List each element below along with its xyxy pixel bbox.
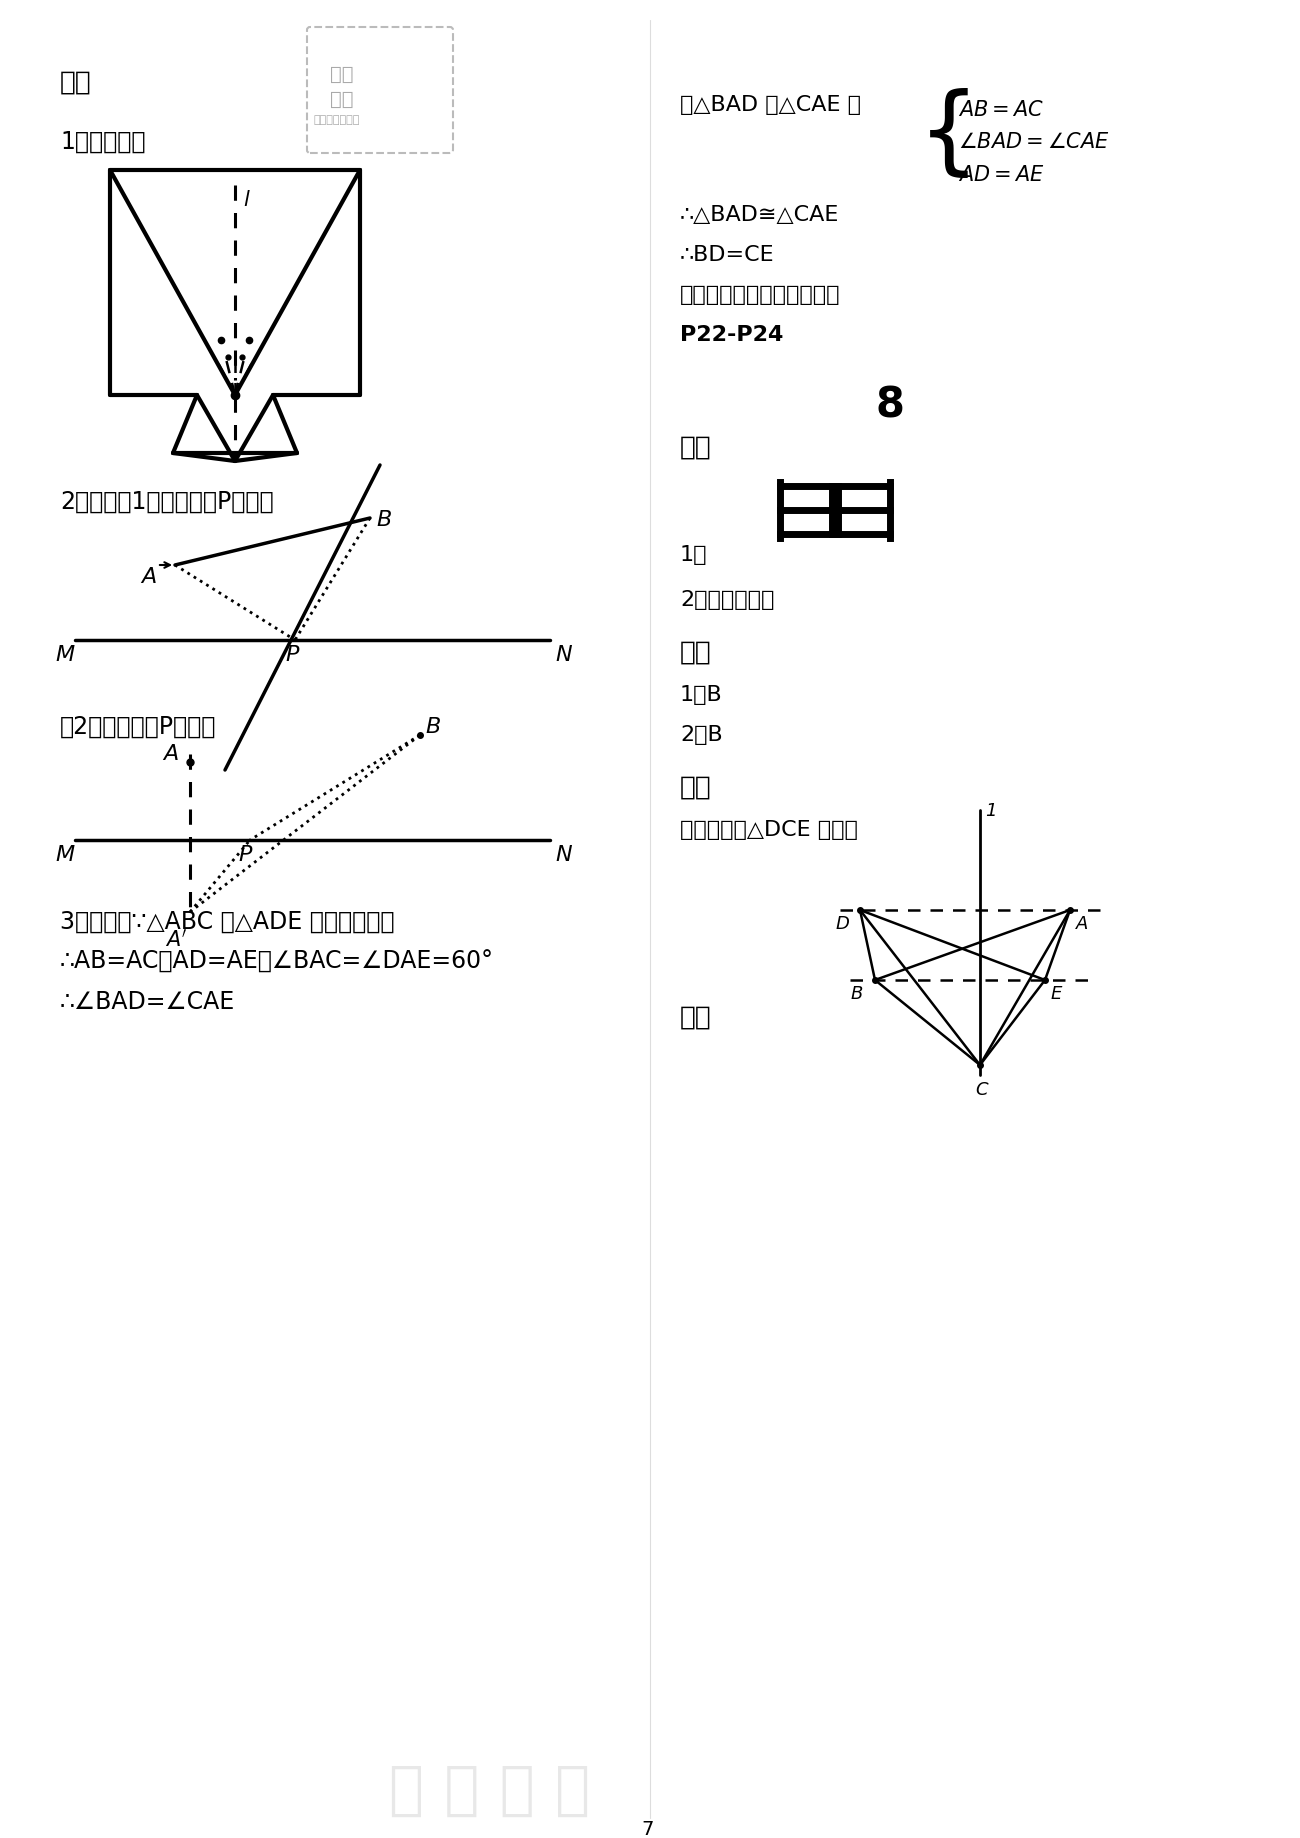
Text: 1、B: 1、B [680,686,723,706]
Text: 解：如图，△DCE 为所求: 解：如图，△DCE 为所求 [680,820,858,840]
Text: {: { [918,88,980,182]
Text: $M$: $M$ [55,845,75,866]
Text: 二、: 二、 [680,640,712,665]
Text: $B$: $B$ [425,717,441,737]
Text: $B$: $B$ [850,985,863,1004]
Text: 【本答案由作业精灵提供】: 【本答案由作业精灵提供】 [680,285,841,305]
Text: $M$: $M$ [55,645,75,665]
Text: ∴△BAD≅△CAE: ∴△BAD≅△CAE [680,206,840,224]
Text: 在△BAD 与△CAE 中: 在△BAD 与△CAE 中 [680,96,861,116]
Text: $l$: $l$ [243,189,251,210]
Text: 1: 1 [985,801,997,820]
FancyBboxPatch shape [307,28,452,153]
Text: $D$: $D$ [835,915,850,934]
Text: $B$: $B$ [376,509,391,529]
Text: ∴∠BAD=∠CAE: ∴∠BAD=∠CAE [60,991,235,1015]
Text: （2）如图，点P为所求: （2）如图，点P为所求 [60,715,216,739]
Text: P22-P24: P22-P24 [680,325,784,346]
Text: 精灵: 精灵 [330,90,354,108]
Text: $A$: $A$ [1075,915,1089,934]
Text: 2、B: 2、B [680,724,723,744]
Text: $A$: $A$ [140,566,157,586]
Text: 三、: 三、 [680,776,712,801]
Text: 1、: 1、 [680,546,707,564]
Text: $AD = AE$: $AD = AE$ [958,165,1044,186]
Text: $P$: $P$ [238,845,254,866]
Text: 7: 7 [642,1820,654,1838]
Text: 一、: 一、 [680,436,712,461]
Text: 1、解：如图: 1、解：如图 [60,130,146,154]
Text: 作业检查小助手: 作业检查小助手 [313,116,359,125]
Text: ∴BD=CE: ∴BD=CE [680,244,775,265]
Text: $C$: $C$ [975,1081,989,1099]
Text: $N$: $N$ [555,645,573,665]
Text: 2、天王、土豆: 2、天王、土豆 [680,590,775,610]
Text: $A$: $A$ [162,744,179,765]
Text: 四、: 四、 [60,70,92,96]
Text: 作业: 作业 [330,64,354,85]
Text: 8: 8 [875,384,905,426]
Text: ∴AB=AC，AD=AE，∠BAC=∠DAE=60°: ∴AB=AC，AD=AE，∠BAC=∠DAE=60° [60,950,494,974]
Text: $E$: $E$ [1050,985,1063,1004]
Text: $\angle BAD = \angle CAE$: $\angle BAD = \angle CAE$ [958,132,1110,153]
Text: 2、解：（1）如图，点P为所求: 2、解：（1）如图，点P为所求 [60,491,273,515]
Text: $A'$: $A'$ [165,928,187,950]
Text: $AB = AC$: $AB = AC$ [958,99,1044,119]
Text: $N$: $N$ [555,845,573,866]
Text: $P$: $P$ [285,645,300,665]
Text: 作 业 精 灵: 作 业 精 灵 [390,1761,590,1818]
Text: 四、: 四、 [680,1005,712,1031]
Text: 3、证明：∵△ABC 和△ADE 是等边三角形: 3、证明：∵△ABC 和△ADE 是等边三角形 [60,910,394,934]
